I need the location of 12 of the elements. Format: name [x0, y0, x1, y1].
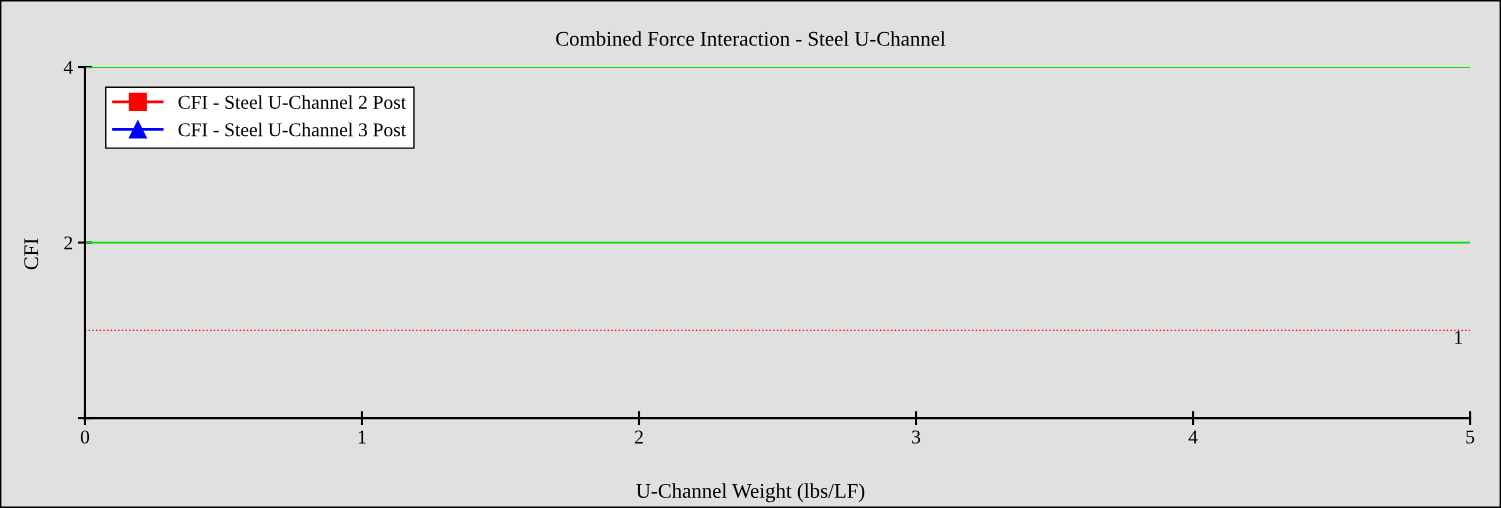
x-tick-label: 0 [80, 430, 90, 444]
x-tick-label: 5 [1466, 430, 1475, 444]
legend-label: CFI - Steel U-Channel 2 Post [178, 95, 407, 109]
x-tick-label: 1 [358, 430, 366, 444]
ref-line-label: 1 [1455, 330, 1462, 344]
x-tick-label: 4 [1188, 430, 1198, 444]
x-tick-label: 3 [912, 430, 921, 444]
y-axis-title: CFI [24, 238, 39, 270]
x-tick-label: 2 [635, 430, 643, 444]
chart-title: Combined Force Interaction - Steel U-Channel [556, 31, 946, 46]
legend-label: CFI - Steel U-Channel 3 Post [178, 122, 407, 137]
x-axis-title: U-Channel Weight (lbs/LF) [636, 483, 865, 503]
